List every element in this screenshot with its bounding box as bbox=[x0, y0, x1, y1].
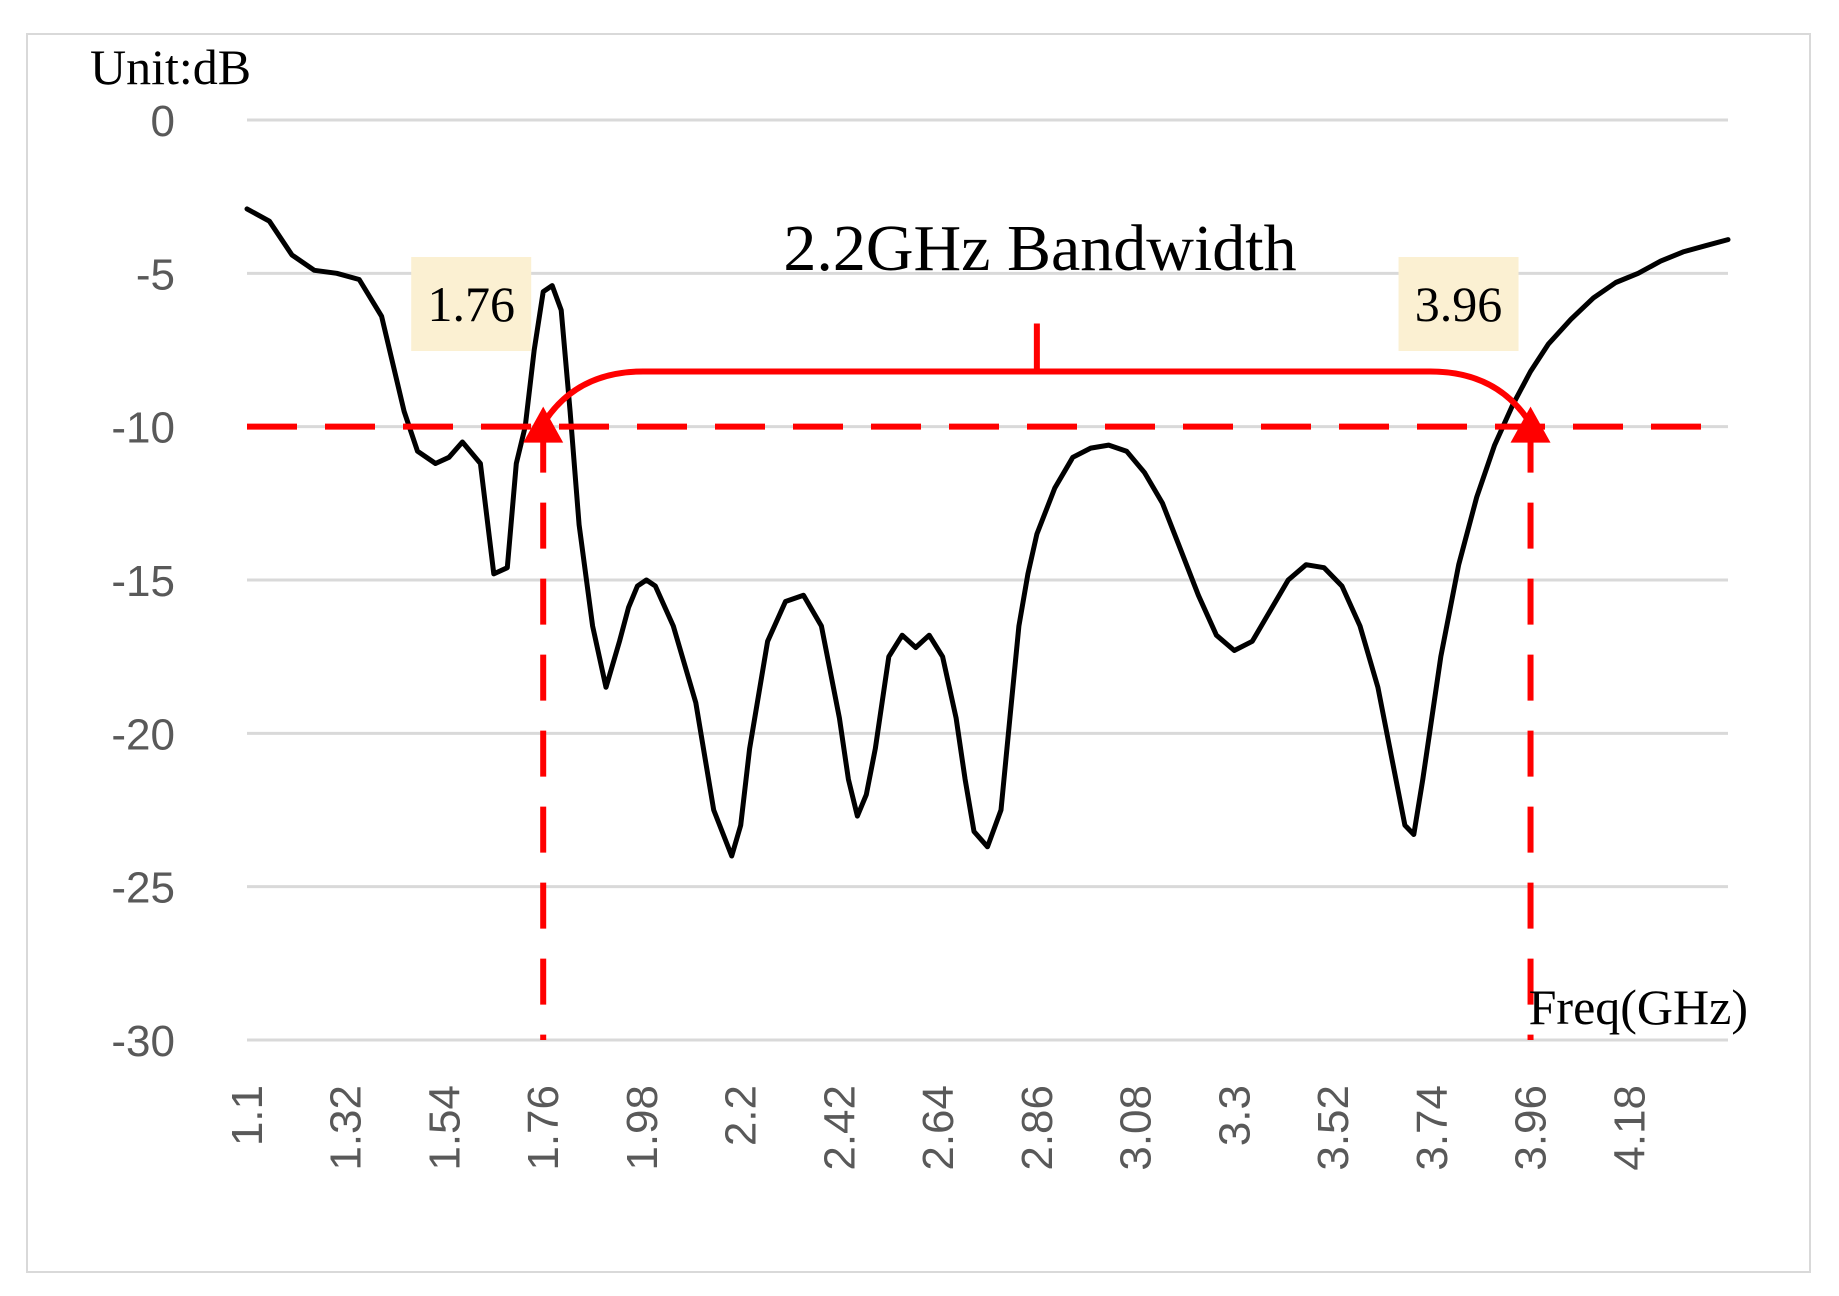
y-tick-label: -5 bbox=[136, 250, 175, 299]
y-tick-label: -15 bbox=[111, 557, 175, 606]
y-tick-label: -25 bbox=[111, 864, 175, 913]
x-tick-label: 2.42 bbox=[815, 1085, 864, 1171]
chart-title: 2.2GHz Bandwidth bbox=[783, 212, 1296, 285]
marker-label-box bbox=[1398, 257, 1519, 351]
x-axis-label: Freq(GHz) bbox=[1529, 979, 1748, 1035]
x-tick-label: 1.54 bbox=[420, 1085, 469, 1171]
x-tick-label: 3.74 bbox=[1408, 1085, 1457, 1171]
x-tick-label: 3.96 bbox=[1507, 1085, 1556, 1171]
chart-frame bbox=[26, 33, 1811, 1273]
y-tick-label: -10 bbox=[111, 404, 175, 453]
x-tick-label: 3.08 bbox=[1112, 1085, 1161, 1171]
series-line bbox=[244, 206, 1731, 859]
x-axis-ticks: 1.1 1.32 1.54 1.76 1.98 2.2 2.42 2.64 2.86 3.08 3.… bbox=[223, 1085, 1654, 1171]
annotation-layer: 1.76 3.96 bbox=[247, 257, 1728, 1040]
marker-label-box bbox=[411, 257, 532, 351]
x-tick-label: 2.2 bbox=[717, 1085, 766, 1146]
x-tick-label: 3.52 bbox=[1309, 1085, 1358, 1171]
y-axis-ticks: 0 -5 -10 -15 -20 -25 -30 bbox=[111, 97, 175, 1066]
y-tick-label: -20 bbox=[111, 710, 175, 759]
series-layer bbox=[244, 206, 1731, 859]
x-tick-label: 1.98 bbox=[618, 1085, 667, 1171]
x-tick-label: 1.32 bbox=[322, 1085, 371, 1171]
marker-arrowhead bbox=[523, 406, 564, 443]
y-tick-label: 0 bbox=[151, 97, 175, 146]
x-tick-label: 3.3 bbox=[1210, 1085, 1259, 1146]
x-tick-label: 1.1 bbox=[223, 1085, 272, 1146]
x-tick-label: 2.86 bbox=[1013, 1085, 1062, 1171]
x-tick-label: 2.64 bbox=[914, 1085, 963, 1171]
bandwidth-bracket bbox=[542, 368, 1532, 423]
marker-label: 1.76 bbox=[427, 276, 515, 332]
x-tick-label: 4.18 bbox=[1605, 1085, 1654, 1171]
y-axis-label: Unit:dB bbox=[90, 39, 251, 95]
y-tick-label: -30 bbox=[111, 1017, 175, 1066]
marker-label: 3.96 bbox=[1415, 276, 1503, 332]
marker-arrowhead bbox=[1510, 406, 1551, 443]
x-tick-label: 1.76 bbox=[519, 1085, 568, 1171]
